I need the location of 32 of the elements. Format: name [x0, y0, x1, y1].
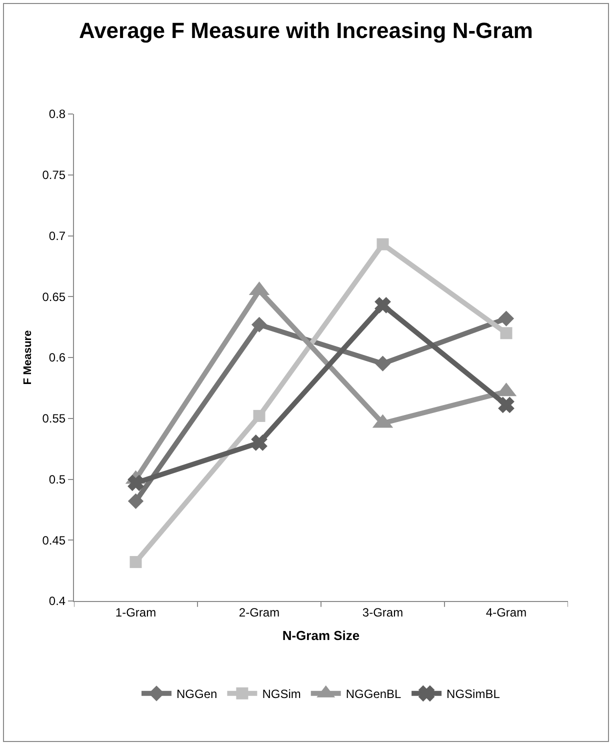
y-tick-label: 0.4 [48, 594, 66, 608]
x-tick-label: 3-Gram [362, 605, 404, 620]
y-tick-label: 0.7 [48, 228, 66, 243]
y-tick-label: 0.55 [42, 412, 66, 426]
legend-label: NGSim [262, 687, 301, 702]
point [374, 356, 391, 372]
point [251, 316, 268, 332]
y-tick-label: 0.5 [48, 472, 66, 486]
point [128, 475, 144, 491]
point [498, 310, 514, 326]
y-tick-label: 0.65 [42, 290, 66, 304]
x-tick-label: 1-Gram [115, 605, 156, 620]
x-tick-label: 2-Gram [238, 605, 280, 620]
x-axis-title: N-Gram Size [282, 628, 360, 643]
x-tick-label: 4-Gram [486, 605, 527, 620]
point [251, 434, 268, 451]
legend-label: NGGen [176, 687, 218, 702]
point [374, 297, 391, 313]
point [376, 238, 389, 250]
point [128, 493, 144, 509]
legend-label: NGSimBL [446, 687, 500, 702]
point [130, 556, 142, 568]
y-tick-label: 0.8 [48, 107, 66, 122]
point [500, 327, 512, 340]
y-tick-label: 0.6 [48, 350, 66, 365]
point [253, 410, 266, 422]
y-tick-label: 0.75 [42, 168, 66, 182]
chart-title: Average F Measure with Increasing N-Gram [79, 18, 533, 43]
y-axis-title: F Measure [22, 330, 34, 385]
legend-label: NGGenBL [346, 687, 402, 702]
point [498, 397, 514, 413]
y-tick-label: 0.45 [42, 533, 66, 548]
